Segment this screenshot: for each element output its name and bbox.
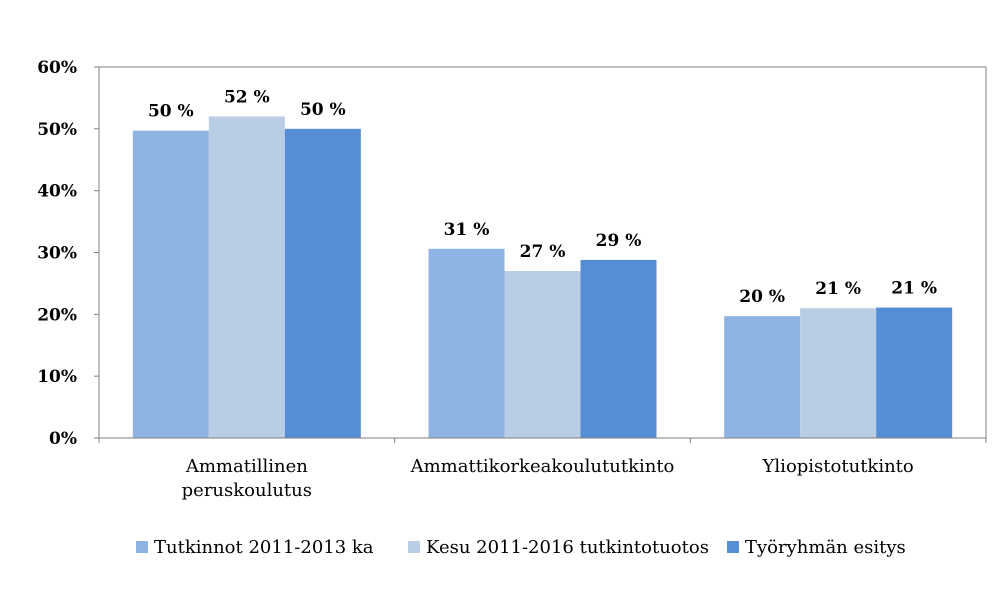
legend-swatch [727, 541, 739, 553]
y-axis: 0% 10% 20% 30% 40% 50% 60% [37, 58, 100, 449]
bar [876, 307, 953, 438]
data-label: 31 % [444, 220, 490, 240]
bar [208, 116, 285, 438]
bar [428, 248, 505, 438]
x-category-label: peruskoulutus [182, 480, 312, 501]
y-tick-label: 50% [37, 120, 77, 140]
bar [800, 308, 877, 438]
bar [724, 316, 801, 438]
data-label: 20 % [739, 287, 785, 307]
x-category-label: Ammatillinen [185, 456, 308, 477]
data-label: 29 % [596, 231, 642, 251]
legend-label: Työryhmän esitys [745, 537, 906, 558]
x-axis: Ammatillinen peruskoulutus Ammattikorkeako… [98, 437, 987, 501]
data-label: 21 % [891, 279, 937, 299]
bar [132, 130, 209, 438]
legend-label: Tutkinnot 2011-2013 ka [154, 537, 374, 558]
y-tick-label: 10% [37, 367, 77, 387]
y-tick-label: 40% [37, 182, 77, 202]
legend-swatch [408, 541, 420, 553]
data-label: 27 % [520, 242, 566, 262]
bar [284, 128, 361, 439]
x-category-label: Ammattikorkeakoulututkinto [410, 456, 675, 477]
x-category-label: Yliopistotutkinto [762, 456, 914, 477]
legend-label: Kesu 2011-2016 tutkintotuotos [426, 537, 709, 558]
bar [580, 259, 657, 438]
data-labels: 50 % 52 % 50 % 31 % 27 % 29 % 20 % 21 % 21 % [148, 87, 937, 307]
data-label: 50 % [300, 100, 346, 120]
data-label: 52 % [224, 87, 270, 107]
legend-swatch [136, 541, 148, 553]
y-tick-label: 0% [49, 429, 77, 449]
bars [132, 116, 953, 439]
bar [504, 271, 581, 438]
y-tick-label: 20% [37, 305, 77, 325]
data-label: 21 % [815, 279, 861, 299]
legend: Tutkinnot 2011-2013 ka Kesu 2011-2016 tut… [136, 537, 906, 558]
data-label: 50 % [148, 102, 194, 122]
y-tick-label: 60% [37, 58, 77, 78]
y-tick-label: 30% [37, 244, 77, 264]
